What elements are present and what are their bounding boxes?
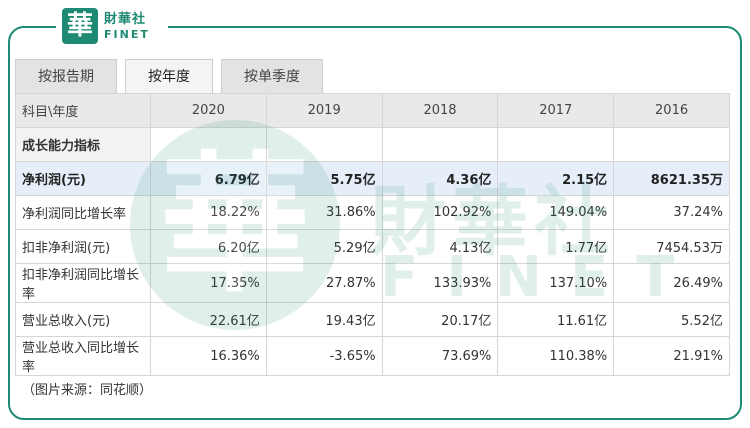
header-year: 2016 — [613, 93, 730, 128]
logo-en-text: FINET — [104, 27, 150, 41]
table-row: 扣非净利润同比增长率 17.35% 27.87% 133.93% 137.10%… — [15, 263, 730, 303]
cell-value: 1.77亿 — [497, 229, 615, 264]
section-row: 成长能力指标 — [15, 127, 730, 162]
cell-value: 27.87% — [265, 263, 383, 303]
cell-value: 5.52亿 — [613, 302, 730, 337]
cell-value: 37.24% — [613, 195, 730, 230]
cell-value: 22.61亿 — [150, 302, 267, 337]
header-year: 2017 — [497, 93, 615, 128]
cell-value: 17.35% — [150, 263, 267, 303]
cell-value: 5.75亿 — [265, 161, 383, 196]
finet-logo: 華 財華社 FINET — [56, 4, 168, 48]
header-year: 2020 — [150, 93, 267, 128]
logo-mark: 華 — [62, 8, 98, 44]
header-corner: 科目\年度 — [15, 93, 151, 128]
cell-value: 137.10% — [497, 263, 615, 303]
period-tabs: 按报告期 按年度 按单季度 — [15, 59, 331, 93]
cell-value: 2.15亿 — [497, 161, 615, 196]
cell-value: 21.91% — [613, 336, 730, 376]
row-label: 净利润同比增长率 — [15, 195, 151, 230]
logo-cn-text: 財華社 — [104, 11, 147, 27]
table-row: 扣非净利润(元) 6.20亿 5.29亿 4.13亿 1.77亿 7454.53… — [15, 229, 730, 264]
cell-value: 31.86% — [265, 195, 383, 230]
cell-value: 20.17亿 — [381, 302, 499, 337]
table-row: 营业总收入同比增长率 16.36% -3.65% 73.69% 110.38% … — [15, 336, 730, 376]
header-year: 2018 — [381, 93, 499, 128]
cell-value: 133.93% — [381, 263, 499, 303]
table-row: 净利润同比增长率 18.22% 31.86% 102.92% 149.04% 3… — [15, 195, 730, 230]
financial-table-wrapper: 科目\年度 2020 2019 2018 2017 2016 成长能力指标 净利… — [15, 93, 730, 376]
growth-metrics-table: 科目\年度 2020 2019 2018 2017 2016 成长能力指标 净利… — [15, 93, 730, 376]
cell-value: 6.79亿 — [150, 161, 267, 196]
tab-by-report-period[interactable]: 按报告期 — [15, 59, 117, 93]
cell-value: 110.38% — [497, 336, 615, 376]
cell-value: 6.20亿 — [150, 229, 267, 264]
cell-value: 102.92% — [381, 195, 499, 230]
cell-value: 11.61亿 — [497, 302, 615, 337]
cell-value: 16.36% — [150, 336, 267, 376]
cell-value: 4.13亿 — [381, 229, 499, 264]
cell-value: 7454.53万 — [613, 229, 730, 264]
cell-value: -3.65% — [265, 336, 383, 376]
cell-value: 26.49% — [613, 263, 730, 303]
table-row: 净利润(元) 6.79亿 5.75亿 4.36亿 2.15亿 8621.35万 — [15, 161, 730, 196]
cell-value: 18.22% — [150, 195, 267, 230]
row-label: 净利润(元) — [15, 161, 151, 196]
cell-value: 4.36亿 — [381, 161, 499, 196]
table-header-row: 科目\年度 2020 2019 2018 2017 2016 — [15, 93, 730, 128]
header-year: 2019 — [265, 93, 383, 128]
section-title: 成长能力指标 — [15, 127, 151, 162]
cell-value: 149.04% — [497, 195, 615, 230]
cell-value: 73.69% — [381, 336, 499, 376]
tab-by-quarter[interactable]: 按单季度 — [221, 59, 323, 93]
row-label: 扣非净利润同比增长率 — [15, 263, 151, 303]
cell-value: 5.29亿 — [265, 229, 383, 264]
cell-value: 8621.35万 — [613, 161, 730, 196]
image-source-caption: （图片来源：同花顺） — [22, 383, 153, 398]
table-row: 营业总收入(元) 22.61亿 19.43亿 20.17亿 11.61亿 5.5… — [15, 302, 730, 337]
cell-value: 19.43亿 — [265, 302, 383, 337]
logo-text: 財華社 FINET — [104, 13, 150, 40]
tab-by-year[interactable]: 按年度 — [125, 59, 213, 93]
row-label: 营业总收入同比增长率 — [15, 336, 151, 376]
row-label: 扣非净利润(元) — [15, 229, 151, 264]
row-label: 营业总收入(元) — [15, 302, 151, 337]
